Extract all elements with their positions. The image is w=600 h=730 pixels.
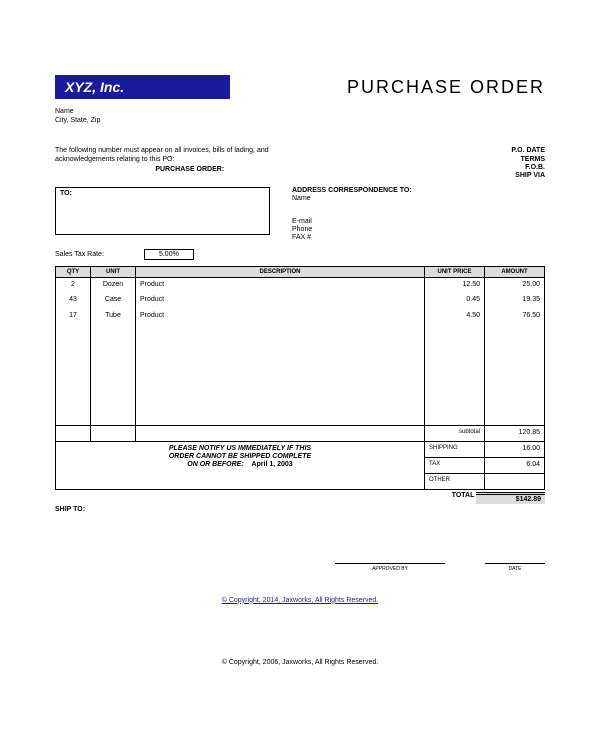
total-row: TOTAL $142.89 <box>55 492 545 504</box>
tax-value: 5.00% <box>144 249 194 260</box>
po-number-label: PURCHASE ORDER: <box>55 166 325 173</box>
table-spacer <box>56 325 545 425</box>
meta-ship-via: SHIP VIA <box>325 172 546 180</box>
correspondence-phone: Phone <box>292 226 545 234</box>
meta-terms: TERMS <box>325 156 546 164</box>
col-qty: QTY <box>56 266 91 277</box>
document-title: PURCHASE ORDER <box>347 77 545 98</box>
company-banner: XYZ, Inc. <box>55 75 230 99</box>
correspondence-fax: FAX # <box>292 234 545 242</box>
correspondence-email: E-mail <box>292 218 545 226</box>
correspondence-name: Name <box>292 195 545 203</box>
col-price: UNIT PRICE <box>425 266 485 277</box>
approved-by-line: APPROVED BY <box>335 563 445 572</box>
table-row: 2 Dozen Product 12.50 25.00 <box>56 277 545 293</box>
notice-row: PLEASE NOTIFY US IMMEDIATELY IF THIS ORD… <box>56 441 545 457</box>
ship-to-label: SHIP TO: <box>55 506 545 513</box>
total-label: TOTAL <box>124 492 477 504</box>
footer-copyright: © Copyright, 2006, Jaxworks, All Rights … <box>55 659 545 666</box>
items-table: QTY UNIT DESCRIPTION UNIT PRICE AMOUNT 2… <box>55 266 545 490</box>
col-amt: AMOUNT <box>485 266 545 277</box>
total-value: $142.89 <box>476 492 545 504</box>
address-block: Name City, State, Zip <box>55 107 545 125</box>
date-line: DATE <box>485 563 545 572</box>
meta-fob: F.O.B. <box>325 164 546 172</box>
table-row: 17 Tube Product 4.50 76.50 <box>56 309 545 325</box>
meta-po-date: P.O. DATE <box>325 147 546 155</box>
address-city: City, State, Zip <box>55 116 545 125</box>
to-box: TO: <box>55 187 270 235</box>
to-label: TO: <box>60 190 72 197</box>
table-row: 43 Case Product 0.45 19.35 <box>56 293 545 309</box>
instruction-text: The following number must appear on all … <box>55 147 325 164</box>
col-unit: UNIT <box>91 266 136 277</box>
correspondence-title: ADDRESS CORRESPONDENCE TO: <box>292 187 545 195</box>
address-name: Name <box>55 107 545 116</box>
tax-label: Sales Tax Rate: <box>55 251 104 258</box>
subtotal-row: subtotal 120.85 <box>56 425 545 441</box>
copyright-link[interactable]: © Copyright, 2014, Jaxworks, All Rights … <box>55 597 545 604</box>
col-desc: DESCRIPTION <box>136 266 425 277</box>
